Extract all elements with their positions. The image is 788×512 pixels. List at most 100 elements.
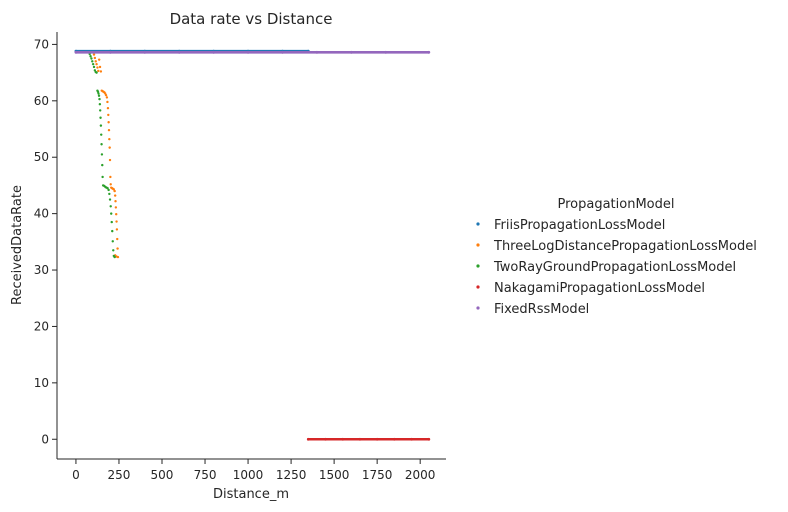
data-point [324,437,327,441]
y-tick-label: 30 [34,263,49,277]
data-point [96,66,99,69]
data-point [99,124,103,127]
data-point [108,198,112,201]
y-tick-label: 0 [41,432,49,446]
data-point [95,71,98,74]
data-point [93,56,97,60]
legend-label: TwoRayGroundPropagationLossModel [493,260,736,275]
legend-label: NakagamiPropagationLossModel [494,281,705,296]
legend-marker [476,264,480,268]
x-tick-label: 750 [194,468,217,482]
data-point [90,57,93,60]
data-point [306,437,310,441]
data-point [97,58,101,61]
data-point [116,255,120,259]
data-point [98,97,101,101]
x-tick-label: 250 [108,468,131,482]
data-point [99,116,102,119]
x-ticks: 0 250 500 750 1000 1250 1500 1750 2000 [72,459,435,482]
data-point [108,192,111,196]
y-tick-label: 10 [34,376,49,390]
series-4 [74,50,431,54]
data-point [105,96,109,99]
data-point [115,228,119,231]
data-point [112,249,115,252]
data-point [111,229,114,233]
data-point [110,220,113,224]
data-point [97,92,100,95]
data-point [114,206,118,209]
x-tick-label: 1000 [233,468,264,482]
legend-marker [476,243,480,247]
data-point [143,50,147,54]
plot-area: 0 250 500 750 1000 1250 1500 1750 2000 0 10 20 30 40… [34,32,446,482]
data-point [116,247,119,250]
data-point [281,50,284,54]
data-point [111,240,114,243]
data-point [108,137,111,141]
data-point [98,65,102,69]
x-tick-label: 500 [151,468,174,482]
legend-label: FriisPropagationLossModel [494,218,665,233]
chart-title: Data rate vs Distance [170,10,333,28]
data-point [114,200,117,203]
y-tick-label: 20 [34,319,49,333]
data-point [109,183,112,186]
data-point [99,70,103,73]
data-point [113,189,116,193]
x-tick-label: 1500 [319,468,350,482]
series-1 [92,53,120,259]
data-point [410,437,413,441]
data-point [110,212,113,215]
x-tick-label: 1750 [362,468,393,482]
data-point [101,163,104,167]
data-point [97,69,100,73]
data-point [113,255,116,259]
data-point [375,437,379,441]
data-point [107,188,110,192]
data-point [109,205,112,208]
x-tick-label: 0 [72,468,80,482]
legend-marker [476,285,480,289]
data-point [97,94,101,97]
data-point [100,153,104,156]
data-point [106,106,110,110]
data-point [99,109,102,112]
data-point [109,175,112,179]
data-point [113,194,117,197]
x-tick-label: 1250 [276,468,307,482]
data-point [94,60,97,63]
data-point [212,50,216,54]
data-point [315,50,319,54]
data-point [108,146,111,149]
legend-marker [476,306,480,310]
data-point [107,113,110,117]
data-point [108,50,112,54]
data-point [104,93,108,97]
data-point [341,437,345,441]
data-point [107,128,111,132]
data-point [74,50,78,54]
data-point [349,50,353,54]
legend-label: ThreeLogDistancePropagationLossModel [493,239,757,254]
data-point [101,175,104,179]
y-tick-label: 40 [34,207,49,221]
series-layer [74,49,431,441]
data-point [108,158,112,162]
data-point [92,65,96,69]
data-point [427,437,431,441]
x-axis-label: Distance_m [213,487,289,502]
data-point [98,103,102,106]
data-point [106,100,109,104]
data-point [116,237,119,241]
y-tick-label: 70 [34,37,49,51]
data-point [177,50,181,54]
data-point [427,50,431,54]
y-tick-label: 60 [34,94,49,108]
x-tick-label: 2000 [405,468,436,482]
data-point [100,133,103,136]
data-point [384,50,388,54]
data-point [95,62,98,66]
legend-marker [476,222,480,226]
legend-title: PropagationModel [558,197,675,212]
